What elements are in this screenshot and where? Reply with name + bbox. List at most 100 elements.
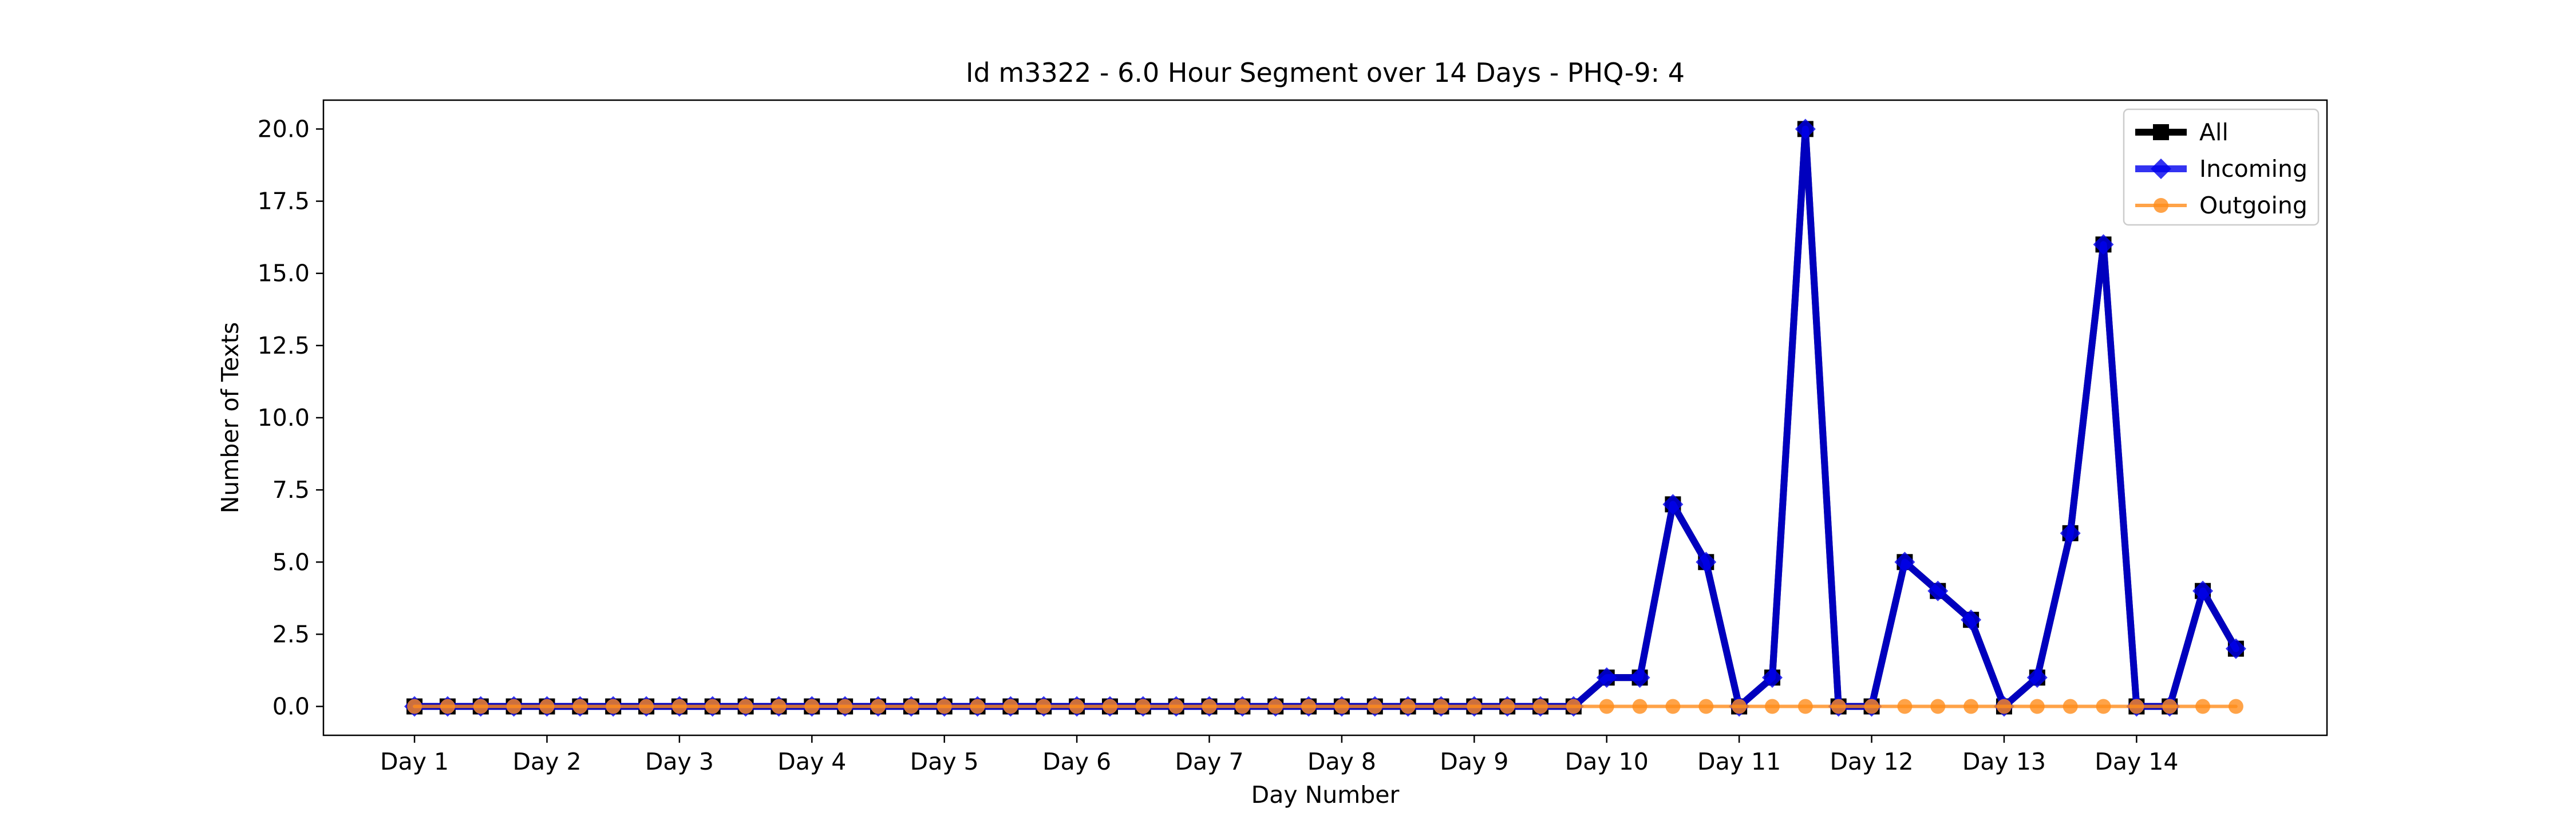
data-point-outgoing [606,699,621,714]
data-point-outgoing [1897,699,1913,714]
x-tick-label: Day 10 [1565,748,1649,775]
data-point-outgoing [738,699,753,714]
data-point-outgoing [1732,699,1747,714]
y-tick-label: 5.0 [272,548,310,576]
legend-marker-square-icon [2153,124,2169,140]
data-point-outgoing [1632,699,1647,714]
legend-marker-circle-icon [2154,198,2168,213]
y-tick-label: 10.0 [258,404,310,431]
x-tick-label: Day 9 [1440,748,1508,775]
x-tick-label: Day 14 [2095,748,2178,775]
data-point-outgoing [1400,699,1416,714]
data-point-outgoing [440,699,455,714]
x-tick-label: Day 12 [1830,748,1913,775]
x-tick-label: Day 13 [1962,748,2046,775]
data-point-outgoing [1864,699,1879,714]
data-point-incoming [1894,552,1915,573]
data-point-outgoing [539,699,555,714]
plot-frame [322,99,2328,736]
data-point-outgoing [2162,699,2178,714]
data-point-outgoing [804,699,820,714]
data-point-outgoing [1301,699,1317,714]
x-tick-label: Day 8 [1307,748,1376,775]
data-point-outgoing [1963,699,1979,714]
data-point-outgoing [871,699,886,714]
legend-box [2123,108,2320,226]
data-point-outgoing [1665,699,1681,714]
data-point-outgoing [1102,699,1117,714]
chart-title: Id m3322 - 6.0 Hour Segment over 14 Days… [966,57,1685,88]
data-point-incoming [1662,494,1684,515]
data-point-outgoing [1334,699,1349,714]
data-point-outgoing [1467,699,1482,714]
legend: All Incoming Outgoing [2123,108,2320,226]
data-point-incoming [1927,580,1949,601]
data-point-outgoing [1367,699,1382,714]
data-point-outgoing [407,699,422,714]
data-point-outgoing [1202,699,1217,714]
data-point-outgoing [1433,699,1449,714]
y-tick-label: 17.5 [258,188,310,215]
data-point-outgoing [639,699,654,714]
data-point-incoming [2093,234,2114,255]
data-point-outgoing [1533,699,1548,714]
data-point-outgoing [1168,699,1184,714]
data-point-outgoing [2063,699,2078,714]
data-point-outgoing [1930,699,1946,714]
x-tick-label: Day 7 [1175,748,1243,775]
plot-area: Day 1 Day 2 Day 3 Day 4 Day 5 Day 6 Day 7 Day 8… [258,99,2328,775]
data-point-outgoing [2029,699,2045,714]
x-tick-label: Day 11 [1697,748,1781,775]
data-point-outgoing [1698,699,1714,714]
legend-label-outgoing: Outgoing [2199,192,2308,219]
x-tick-label: Day 6 [1042,748,1111,775]
y-tick-label: 12.5 [258,332,310,359]
data-point-incoming [1961,609,1982,631]
y-tick-label: 15.0 [258,260,310,287]
y-tick-label: 7.5 [272,476,310,504]
x-axis-label: Day Number [1251,781,1400,809]
data-point-outgoing [937,699,952,714]
data-point-outgoing [1036,699,1052,714]
x-tick-label: Day 3 [645,748,714,775]
data-point-outgoing [705,699,720,714]
data-point-outgoing [1268,699,1283,714]
y-tick-label: 20.0 [258,115,310,142]
data-point-outgoing [1566,699,1581,714]
data-point-outgoing [2129,699,2144,714]
x-tick-label: Day 4 [777,748,846,775]
x-tick-label: Day 2 [512,748,581,775]
data-point-outgoing [1135,699,1151,714]
data-point-outgoing [1599,699,1614,714]
data-point-outgoing [1069,699,1085,714]
data-point-outgoing [506,699,521,714]
y-axis-label: Number of Texts [216,322,244,514]
data-point-outgoing [1996,699,2012,714]
data-point-outgoing [1235,699,1250,714]
data-point-incoming [2060,522,2081,544]
x-tick-label: Day 5 [910,748,979,775]
data-point-incoming [1795,118,1816,140]
legend-label-incoming: Incoming [2199,155,2308,183]
data-point-outgoing [1797,699,1813,714]
data-point-incoming [1696,552,1717,573]
data-point-incoming [1761,667,1783,688]
data-point-outgoing [1831,699,1846,714]
data-point-outgoing [473,699,488,714]
y-tick-label: 2.5 [272,620,310,648]
data-point-outgoing [903,699,919,714]
data-point-outgoing [671,699,687,714]
y-tick-label: 0.0 [272,693,310,720]
data-point-outgoing [837,699,853,714]
data-point-outgoing [2096,699,2111,714]
data-point-outgoing [1764,699,1780,714]
data-point-outgoing [771,699,787,714]
data-point-incoming [1629,667,1650,688]
data-point-outgoing [1500,699,1515,714]
data-point-incoming [2026,667,2048,688]
x-tick-label: Day 1 [380,748,449,775]
data-point-outgoing [572,699,588,714]
data-point-outgoing [2228,699,2243,714]
legend-marker-diamond-icon [2151,159,2171,179]
